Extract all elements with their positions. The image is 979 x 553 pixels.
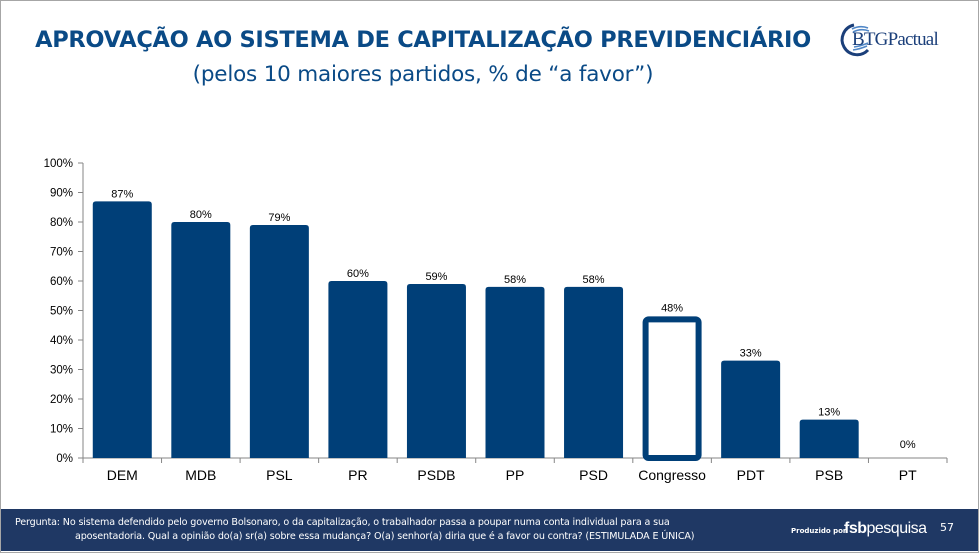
x-tick-label: Congresso [638,467,706,483]
x-tick-label: MDB [185,467,216,483]
bar [799,419,859,458]
x-tick-label: DEM [107,467,138,483]
data-label: 80% [190,209,212,221]
producer-bold: fsb [844,520,867,537]
data-label: 58% [504,274,526,286]
y-tick-label: 80% [50,217,73,229]
y-tick-label: 0% [56,453,73,465]
y-tick-label: 70% [50,247,73,259]
y-tick-label: 30% [50,365,73,377]
bar [92,201,152,458]
bar [564,286,624,458]
bar [328,281,388,458]
y-tick-label: 50% [50,306,73,318]
data-label: 58% [583,274,605,286]
bar-highlight-outline [642,316,702,461]
data-label: 60% [347,268,369,280]
x-tick-label: PSD [579,467,608,483]
data-label: 0% [900,439,916,451]
data-label: 59% [425,271,447,283]
logo-text: BTGPactual [852,29,939,50]
bar [485,286,545,458]
x-tick-label: PDT [737,467,765,483]
bar [406,283,466,458]
bar [249,224,309,458]
x-tick-label: PP [506,467,525,483]
producer-rest: pesquisa [866,520,928,537]
slide-title: APROVAÇÃO AO SISTEMA DE CAPITALIZAÇÃO PR… [35,27,811,53]
data-label: 33% [740,348,762,360]
fsb-pesquisa-logo: fsbpesquisa [844,520,927,538]
chart-canvas: 0% 10% 20% 30% 40% 50% 60% 70% 80% 90% 100% 87% DEM 8… [44,158,948,483]
data-label: 87% [111,188,133,200]
question-line-2: aposentadoria. Qual a opinião do(a) sr(a… [75,531,695,542]
bar [721,360,781,458]
question-line-1: Pergunta: No sistema defendido pelo gove… [15,517,670,528]
footer-band: Pergunta: No sistema defendido pelo gove… [1,509,978,551]
produced-by-label: Produzido por [791,527,847,535]
globe-icon [840,23,870,57]
slide-subtitle: (pelos 10 maiores partidos, % de “a favo… [192,62,654,87]
btg-pactual-logo: BTGPactual [838,20,958,60]
data-label: 48% [661,302,683,314]
x-tick-label: PSDB [417,467,455,483]
page-number: 57 [940,521,954,534]
y-tick-label: 60% [50,276,73,288]
data-label: 13% [818,407,840,419]
x-tick-label: PT [899,467,917,483]
bar [171,222,231,458]
data-label: 79% [268,212,290,224]
y-tick-label: 20% [50,394,73,406]
y-tick-label: 100% [44,158,73,170]
y-tick-label: 40% [50,335,73,347]
y-tick-label: 90% [50,188,73,200]
x-tick-label: PR [348,467,367,483]
x-tick-label: PSB [815,467,843,483]
x-tick-label: PSL [266,467,293,483]
bar-chart: 0% 10% 20% 30% 40% 50% 60% 70% 80% 90% 100% 87% DEM 8… [0,140,979,500]
survey-question: Pergunta: No sistema defendido pelo gove… [15,516,755,544]
y-tick-label: 10% [50,424,73,436]
